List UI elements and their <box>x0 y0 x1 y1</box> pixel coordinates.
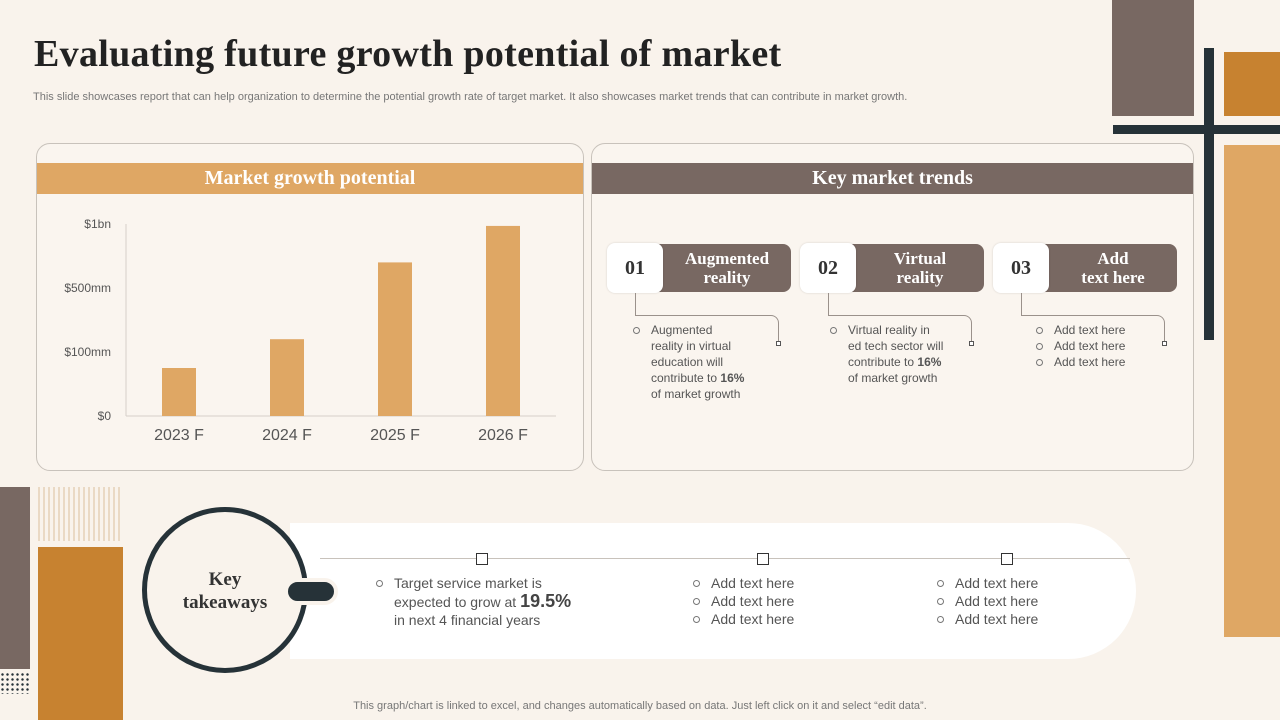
trend-text-1-body: Augmented reality in virtual education w… <box>633 322 773 402</box>
trend-label-2-line1: Virtual <box>893 249 947 268</box>
trend-text-2-body: Virtual reality in ed tech sector will c… <box>830 322 970 386</box>
trend-label-3-line1: Add <box>1097 249 1129 268</box>
growth-panel-heading: Market growth potential <box>37 163 583 194</box>
page-subtitle: This slide showcases report that can hel… <box>33 91 908 103</box>
trend-card-3: Add text here 03 <box>993 243 1177 293</box>
footnote: This graph/chart is linked to excel, and… <box>353 700 927 712</box>
takeaway-col-2-item-3: Add text here <box>693 610 823 628</box>
trend-label-3-line2: text here <box>1081 268 1145 287</box>
takeaway-main: Target service market is expected to gro… <box>376 574 606 629</box>
decor-vertical-line <box>1204 48 1214 340</box>
trend-card-2: Virtual reality 02 <box>800 243 984 293</box>
trend-text-2-highlight: 16% <box>917 355 942 369</box>
trend-text-1-line4: contribute to <box>651 371 718 385</box>
trend-text-1-highlight: 16% <box>720 371 745 385</box>
takeaway-main-line1: Target service market is <box>394 575 542 591</box>
takeaways-label: Key takeaways <box>150 568 300 614</box>
trend-connector-2-end <box>969 341 974 346</box>
x-tick-label: 2025 F <box>370 427 420 444</box>
trend-text-2-line1: Virtual reality in <box>848 323 930 337</box>
y-tick-label: $500mm <box>64 281 111 295</box>
x-tick-label: 2023 F <box>154 427 204 444</box>
takeaway-col-1: Target service market is expected to gro… <box>376 574 606 629</box>
trend-label-2-line2: reality <box>896 268 944 287</box>
trend-bullet-3-1: Add text here <box>1036 322 1156 338</box>
takeaways-label-line1: Key <box>208 569 242 590</box>
takeaways-knob <box>284 578 338 605</box>
trend-number-1: 01 <box>607 243 663 293</box>
decor-sand-block-right <box>1224 145 1280 637</box>
trend-bullet-3-3: Add text here <box>1036 354 1156 370</box>
page-title: Evaluating future growth potential of ma… <box>34 33 782 75</box>
trend-connector-1-stem <box>635 293 645 315</box>
takeaways-circle <box>142 507 308 673</box>
trend-connector-2 <box>828 315 972 343</box>
trend-card-1: Augmented reality 01 <box>607 243 791 293</box>
y-tick-label: $100mm <box>64 345 111 359</box>
takeaway-marker-2 <box>757 553 769 565</box>
decor-horizontal-line <box>1113 125 1280 134</box>
bar-2026-f[interactable] <box>486 225 520 416</box>
takeaway-col-3: Add text here Add text here Add text her… <box>937 574 1067 628</box>
decor-brown-block-top <box>1112 0 1194 116</box>
trends-panel-heading: Key market trends <box>592 163 1193 194</box>
takeaway-col-2-item-1: Add text here <box>693 574 823 592</box>
trend-connector-3-end <box>1162 341 1167 346</box>
trend-number-2: 02 <box>800 243 856 293</box>
decor-brown-block-left <box>0 487 30 669</box>
takeaway-growth-value: 19.5% <box>520 591 572 611</box>
takeaway-col-3-item-3: Add text here <box>937 610 1067 628</box>
bar-2025-f[interactable] <box>378 262 412 416</box>
trend-number-3: 03 <box>993 243 1049 293</box>
y-tick-label: $0 <box>98 409 112 423</box>
trends-panel <box>591 143 1194 471</box>
trend-connector-2-stem <box>828 293 838 315</box>
trend-text-1-tail: of market growth <box>651 387 741 401</box>
trend-label-1-line2: reality <box>703 268 751 287</box>
bar-2024-f[interactable] <box>270 339 304 416</box>
trend-text-2-tail: of market growth <box>848 371 938 385</box>
trend-text-2-line2: ed tech sector will <box>848 339 944 353</box>
takeaway-col-3-item-2: Add text here <box>937 592 1067 610</box>
takeaway-col-2-item-2: Add text here <box>693 592 823 610</box>
trend-text-1-line3: education will <box>651 355 724 369</box>
bar-chart[interactable]: $0 $100mm $500mm $1bn 2023 F 2024 F 2025 F 202… <box>37 200 583 460</box>
trend-label-1-line1: Augmented <box>684 249 770 268</box>
y-tick-label: $1bn <box>84 217 111 231</box>
decor-orange-block-top <box>1224 52 1280 116</box>
x-tick-label: 2026 F <box>478 427 528 444</box>
x-tick-label: 2024 F <box>262 427 312 444</box>
trend-text-1-line1: Augmented <box>651 323 713 337</box>
takeaways-label-line2: takeaways <box>182 592 268 613</box>
takeaway-marker-3 <box>1001 553 1013 565</box>
takeaways-band <box>290 523 1136 659</box>
decor-orange-block-left <box>38 547 123 720</box>
trend-text-1: Augmented reality in virtual education w… <box>633 322 773 402</box>
decor-stripes <box>38 487 122 541</box>
takeaway-col-2: Add text here Add text here Add text her… <box>693 574 823 628</box>
takeaway-marker-1 <box>476 553 488 565</box>
trend-connector-1-end <box>776 341 781 346</box>
trend-text-1-line2: reality in virtual <box>651 339 732 353</box>
takeaway-main-line3: in next 4 financial years <box>394 612 541 628</box>
trend-bullet-3-2: Add text here <box>1036 338 1156 354</box>
trend-text-2-line3: contribute to <box>848 355 915 369</box>
trend-text-2: Virtual reality in ed tech sector will c… <box>830 322 970 386</box>
bar-2023-f[interactable] <box>162 368 196 416</box>
takeaways-divider <box>320 558 1130 559</box>
takeaway-col-3-item-1: Add text here <box>937 574 1067 592</box>
trend-text-3: Add text here Add text here Add text her… <box>1036 322 1156 370</box>
trend-connector-1 <box>635 315 779 343</box>
trend-connector-3-stem <box>1021 293 1031 315</box>
decor-dots <box>0 672 30 694</box>
takeaway-main-line2: expected to grow at <box>394 594 517 610</box>
trend-connector-3 <box>1021 315 1165 343</box>
